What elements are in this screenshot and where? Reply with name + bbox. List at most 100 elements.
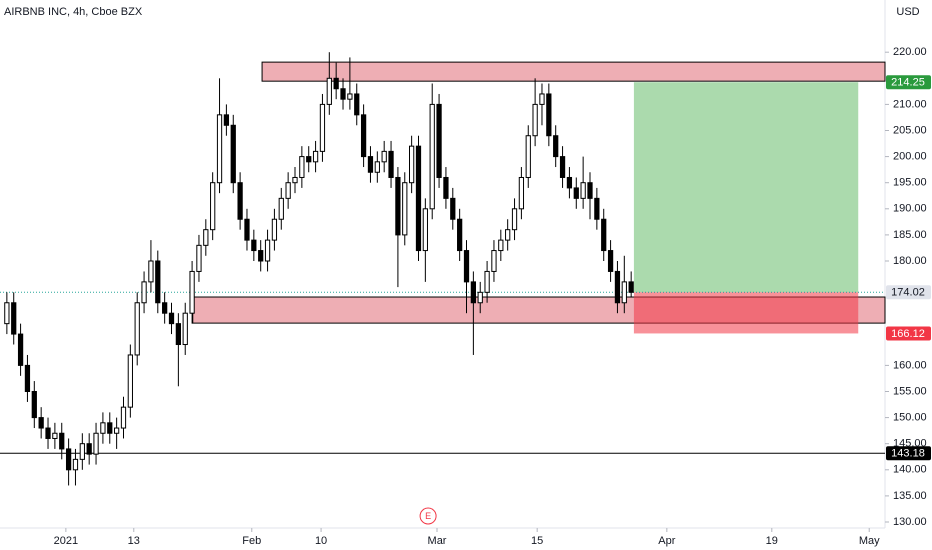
y-tick-label: 210.00 bbox=[893, 98, 927, 110]
candle-body bbox=[196, 244, 202, 272]
candle-body bbox=[498, 239, 504, 252]
candle-body bbox=[395, 176, 401, 236]
y-tick-label: 160.00 bbox=[893, 359, 927, 371]
candle-body bbox=[72, 458, 79, 471]
candle-body bbox=[141, 281, 147, 304]
candle-body bbox=[93, 432, 99, 455]
candle-body bbox=[429, 103, 435, 210]
candle-body bbox=[505, 229, 511, 241]
candle-body bbox=[621, 281, 627, 304]
candle-body bbox=[278, 197, 284, 220]
hline-badge bbox=[886, 446, 931, 461]
candle-body bbox=[587, 182, 593, 199]
candle-body bbox=[168, 312, 175, 325]
candle-body bbox=[518, 176, 525, 210]
loss-area bbox=[633, 292, 859, 334]
candle-body bbox=[237, 182, 243, 220]
candle-body bbox=[450, 197, 456, 220]
candle-body bbox=[59, 432, 65, 450]
candle-body bbox=[52, 432, 58, 439]
candle-body bbox=[258, 250, 264, 262]
y-tick-label: 155.00 bbox=[893, 385, 927, 397]
candle-body bbox=[244, 218, 250, 241]
y-tick-label: 135.00 bbox=[893, 490, 927, 502]
candle-body bbox=[607, 250, 614, 272]
candle-body bbox=[340, 88, 346, 100]
candle-body bbox=[402, 182, 408, 236]
candle-body bbox=[285, 182, 291, 199]
candle-body bbox=[415, 145, 422, 252]
candle-body bbox=[436, 103, 442, 178]
candle-body bbox=[86, 443, 92, 455]
y-tick-label: 200.00 bbox=[893, 151, 927, 163]
candle-body bbox=[463, 250, 470, 283]
candle-body bbox=[354, 93, 360, 116]
profit-area bbox=[633, 82, 859, 293]
candle-body bbox=[4, 302, 10, 325]
candle-body bbox=[484, 270, 490, 293]
candle-body bbox=[367, 156, 374, 173]
candle-body bbox=[107, 422, 113, 434]
candle-body bbox=[347, 93, 353, 100]
target-badge bbox=[886, 75, 931, 90]
hline-label: 143.18 bbox=[891, 448, 925, 460]
y-tick-label: 130.00 bbox=[893, 516, 927, 528]
y-tick-label: 195.00 bbox=[893, 177, 927, 189]
candle-body bbox=[148, 260, 154, 283]
candle-body bbox=[120, 406, 127, 429]
candle-body bbox=[31, 390, 37, 419]
y-tick-label: 180.00 bbox=[893, 255, 927, 267]
candle-body bbox=[79, 443, 85, 460]
candle-body bbox=[24, 364, 31, 392]
candle-body bbox=[559, 156, 566, 178]
candle-body bbox=[326, 77, 332, 105]
candle-body bbox=[477, 291, 483, 304]
candle-body bbox=[601, 218, 607, 252]
x-tick-label: Mar bbox=[428, 535, 447, 547]
x-tick-label: May bbox=[859, 535, 880, 547]
target-label: 214.25 bbox=[891, 77, 925, 89]
candle-body bbox=[491, 250, 497, 272]
candle-body bbox=[614, 270, 621, 304]
candle-body bbox=[65, 448, 72, 471]
candle-body bbox=[134, 302, 140, 356]
entry-badge bbox=[886, 285, 931, 300]
y-tick-label: 185.00 bbox=[893, 229, 927, 241]
candle-body bbox=[251, 239, 257, 252]
y-tick-label: 205.00 bbox=[893, 124, 927, 136]
event-label: E bbox=[425, 511, 431, 521]
candle-body bbox=[100, 422, 106, 434]
candle-body bbox=[319, 103, 326, 152]
candle-body bbox=[374, 161, 380, 173]
candle-body bbox=[580, 182, 586, 199]
x-tick-label: 2021 bbox=[54, 535, 78, 547]
candle-body bbox=[210, 182, 216, 231]
candle-body bbox=[114, 427, 120, 434]
x-tick-label: Feb bbox=[242, 535, 261, 547]
candle-body bbox=[17, 333, 24, 366]
candle-body bbox=[409, 145, 415, 184]
x-tick-label: 15 bbox=[531, 535, 543, 547]
candle-body bbox=[182, 312, 188, 346]
candle-body bbox=[271, 218, 278, 241]
candle-body bbox=[38, 417, 44, 429]
stop-badge bbox=[886, 326, 931, 341]
candle-body bbox=[422, 208, 428, 252]
x-tick-label: 10 bbox=[315, 535, 327, 547]
candle-body bbox=[525, 135, 531, 178]
x-tick-label: Apr bbox=[658, 535, 675, 547]
candle-body bbox=[381, 150, 387, 163]
candle-body bbox=[223, 114, 230, 126]
candle-body bbox=[360, 114, 367, 158]
candle-body bbox=[306, 156, 312, 163]
entry-label: 174.02 bbox=[891, 287, 925, 299]
candle-body bbox=[388, 150, 394, 178]
candle-body bbox=[127, 354, 133, 408]
candle-body bbox=[628, 281, 634, 293]
y-tick-label: 190.00 bbox=[893, 203, 927, 215]
y-tick-label: 140.00 bbox=[893, 464, 927, 476]
candle-body bbox=[155, 260, 161, 304]
candle-body bbox=[264, 239, 271, 262]
